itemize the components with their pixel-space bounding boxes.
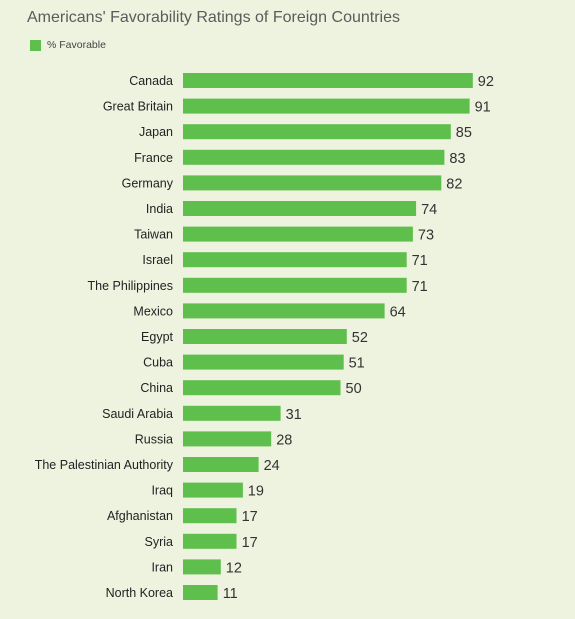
- category-label-india: India: [146, 202, 173, 216]
- category-label-china: China: [140, 381, 173, 395]
- value-label-taiwan: 73: [418, 228, 434, 244]
- value-label-iran: 12: [226, 560, 242, 576]
- value-label-egypt: 52: [352, 330, 368, 346]
- legend: % Favorable: [30, 39, 106, 51]
- category-label-north-korea: North Korea: [106, 586, 173, 600]
- category-label-great-britain: Great Britain: [103, 100, 173, 114]
- category-label-the-palestinian-authority: The Palestinian Authority: [35, 458, 174, 472]
- value-label-cuba: 51: [349, 356, 365, 372]
- bar-china: [183, 380, 341, 396]
- category-label-russia: Russia: [135, 432, 173, 446]
- category-label-japan: Japan: [139, 125, 173, 139]
- value-label-saudi-arabia: 31: [286, 407, 302, 423]
- bar-germany: [183, 175, 442, 191]
- category-label-mexico: Mexico: [133, 304, 173, 318]
- category-label-cuba: Cuba: [143, 356, 173, 370]
- value-label-canada: 92: [478, 74, 494, 90]
- category-label-france: France: [134, 151, 173, 165]
- bar-iran: [183, 559, 221, 575]
- bar-israel: [183, 252, 407, 268]
- bar-the-palestinian-authority: [183, 457, 259, 472]
- bar-north-korea: [183, 585, 218, 600]
- category-label-iraq: Iraq: [151, 484, 173, 498]
- value-label-india: 74: [421, 202, 437, 218]
- value-label-japan: 85: [456, 125, 472, 141]
- bar-afghanistan: [183, 508, 237, 524]
- bar-the-philippines: [183, 277, 407, 293]
- bar-japan: [183, 124, 451, 140]
- legend-label: % Favorable: [47, 39, 106, 51]
- value-label-syria: 17: [242, 535, 258, 551]
- category-label-israel: Israel: [142, 253, 173, 267]
- category-label-syria: Syria: [145, 535, 174, 549]
- category-label-the-philippines: The Philippines: [88, 279, 173, 293]
- value-label-germany: 82: [446, 176, 462, 192]
- value-label-mexico: 64: [390, 304, 406, 320]
- legend-swatch: [30, 39, 41, 51]
- category-label-afghanistan: Afghanistan: [107, 509, 173, 523]
- bar-saudi-arabia: [183, 405, 281, 421]
- value-label-north-korea: 11: [223, 586, 238, 602]
- value-label-the-philippines: 71: [412, 279, 428, 295]
- category-label-taiwan: Taiwan: [134, 228, 173, 242]
- value-label-france: 83: [449, 151, 465, 167]
- value-label-china: 50: [346, 381, 362, 397]
- bar-france: [183, 149, 445, 165]
- bar-india: [183, 201, 417, 216]
- value-label-israel: 71: [412, 253, 428, 269]
- bar-taiwan: [183, 226, 413, 242]
- category-label-germany: Germany: [122, 176, 174, 190]
- bar-syria: [183, 533, 237, 549]
- value-label-great-britain: 91: [475, 100, 491, 116]
- bar-mexico: [183, 303, 385, 319]
- bar-great-britain: [183, 98, 470, 114]
- chart-title: Americans' Favorability Ratings of Forei…: [27, 9, 400, 26]
- bar-cuba: [183, 354, 344, 370]
- value-label-russia: 28: [276, 432, 292, 448]
- bar-russia: [183, 431, 272, 447]
- bar-iraq: [183, 482, 243, 498]
- category-label-saudi-arabia: Saudi Arabia: [102, 407, 173, 421]
- category-label-egypt: Egypt: [141, 330, 173, 344]
- value-label-afghanistan: 17: [242, 509, 258, 525]
- bar-egypt: [183, 329, 347, 344]
- value-label-the-palestinian-authority: 24: [264, 458, 280, 474]
- bar-canada: [183, 73, 473, 88]
- value-label-iraq: 19: [248, 484, 264, 500]
- category-label-iran: Iran: [151, 560, 173, 574]
- category-label-canada: Canada: [129, 74, 173, 88]
